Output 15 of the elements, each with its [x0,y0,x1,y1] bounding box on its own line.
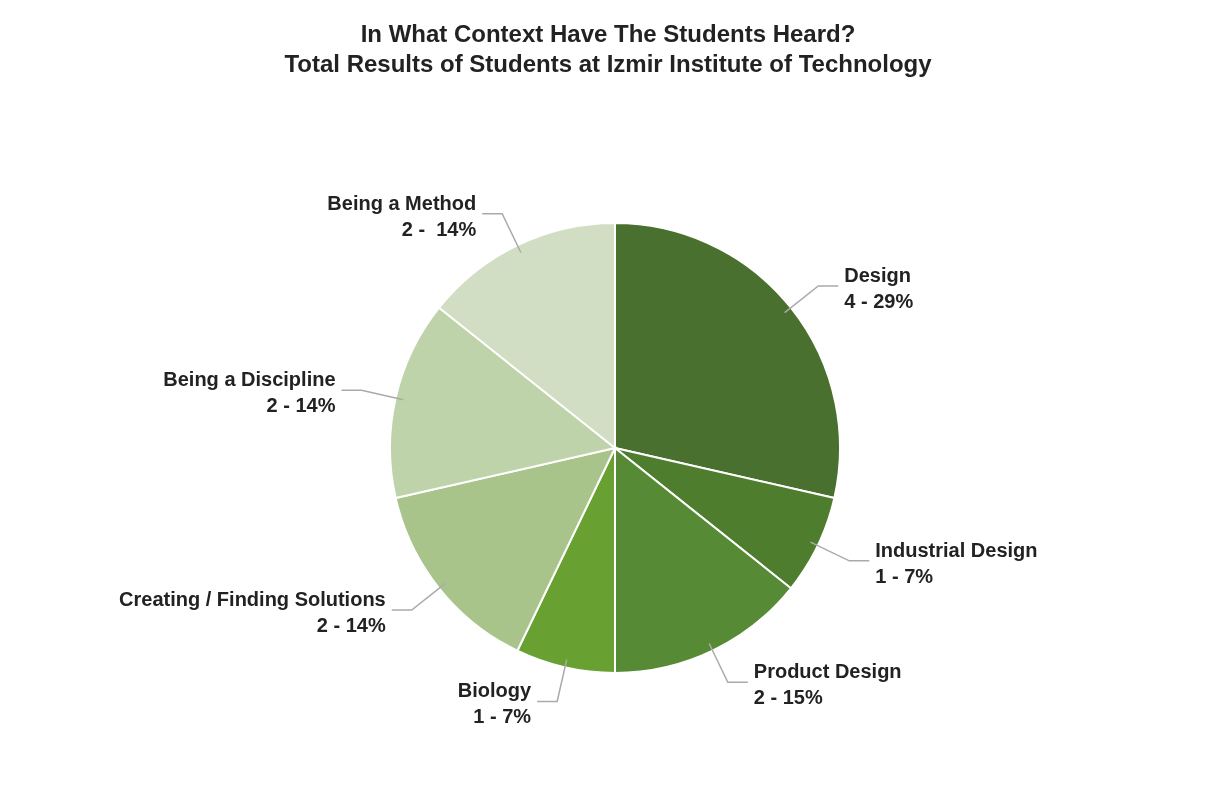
slice-label: Product Design [753,660,902,683]
slice-label: Being a Method [327,191,477,214]
slice-label: Biology [457,679,533,702]
data-label: 1 - 7% [875,564,934,587]
slice-label: Creating / Finding Solutions [119,588,386,611]
slice-label: Industrial Design [875,538,1038,561]
data-label: 2 - 14% [401,217,477,240]
data-label: 4 - 29% [844,289,914,312]
data-label: 2 - 14% [316,614,386,637]
data-label: 2 - 14% [266,394,336,417]
slice-label: Design [844,263,911,286]
data-label: 1 - 7% [473,705,532,728]
data-label: 2 - 15% [753,686,823,709]
slice-label: Being a Discipline [163,368,336,391]
chart-title: In What Context Have The Students Heard? Total Results of Students at Izmir Institute of Technology [284,20,933,77]
